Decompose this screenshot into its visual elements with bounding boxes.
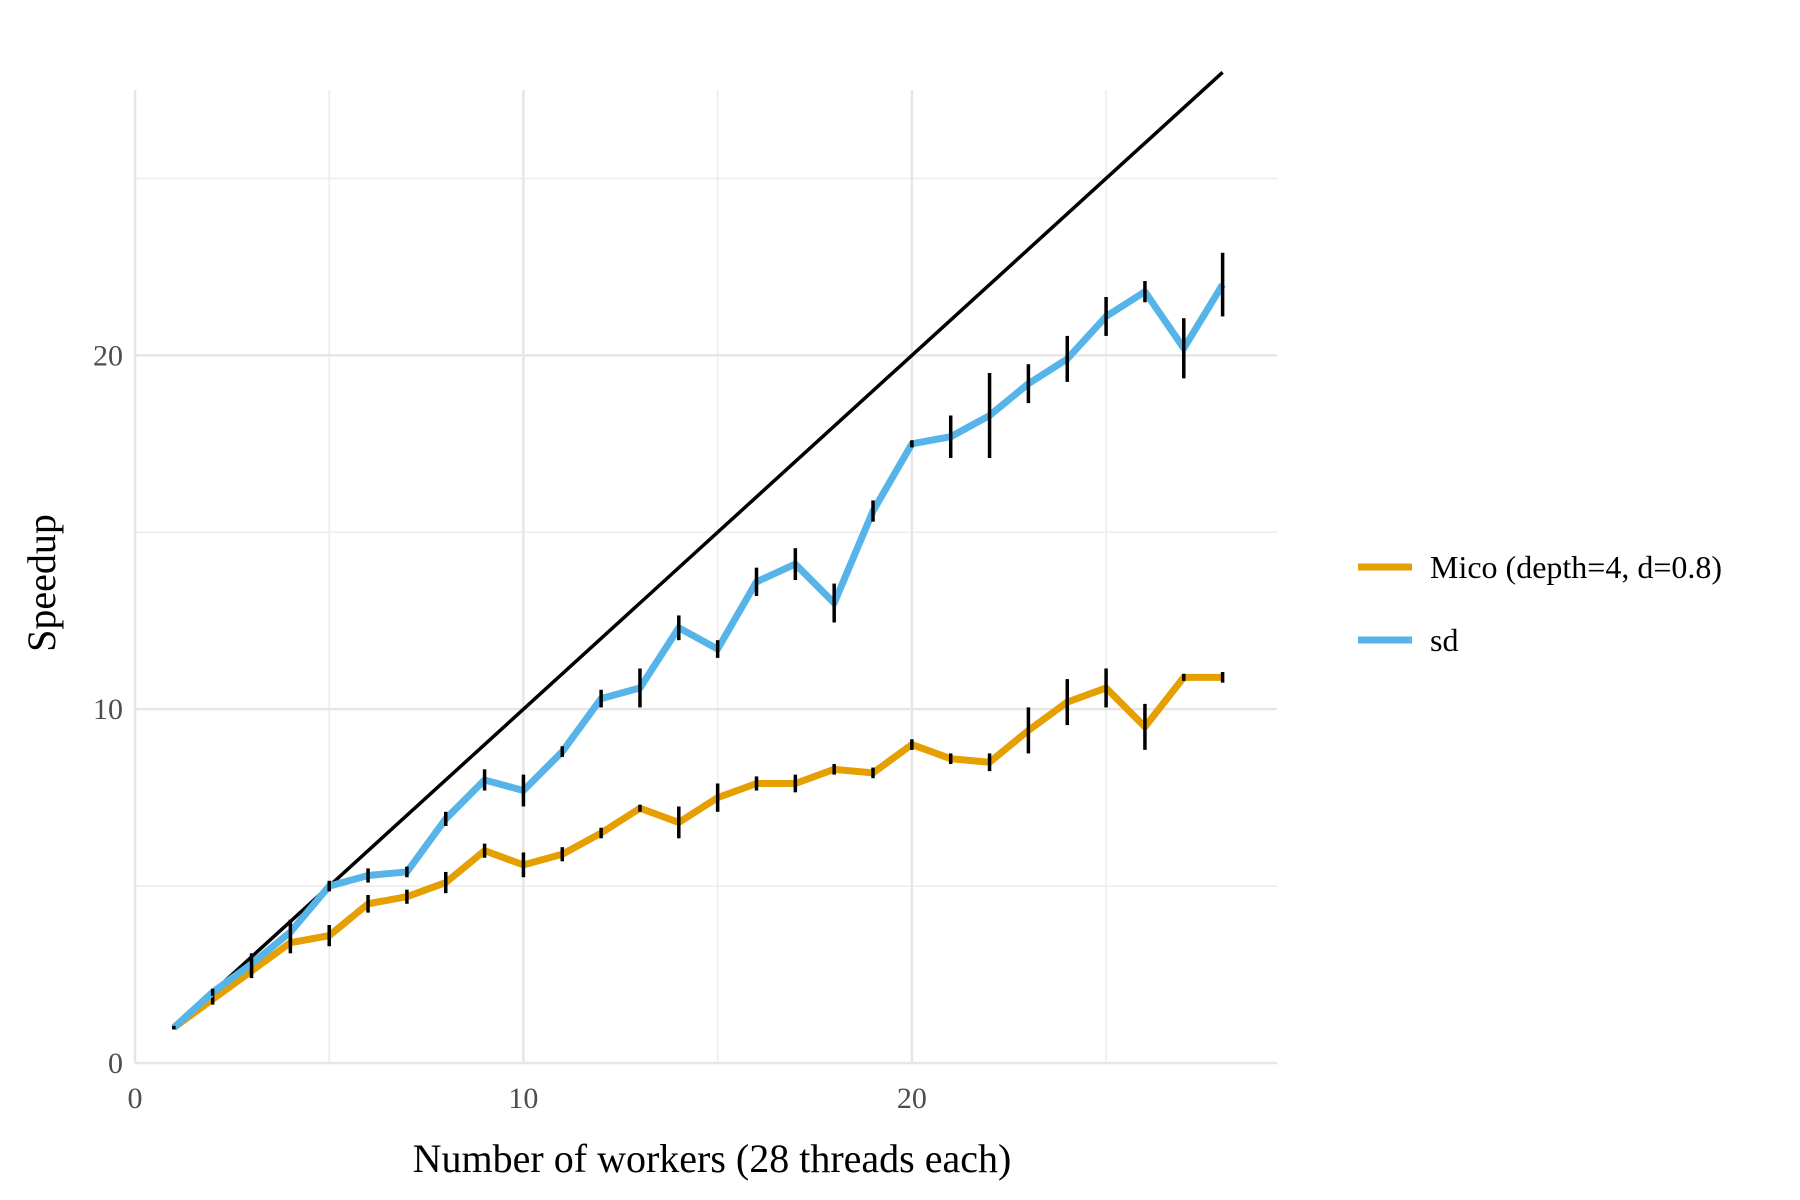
x-tick-label: 20	[897, 1082, 927, 1115]
y-tick-label: 20	[93, 339, 123, 372]
y-axis-title: Speedup	[19, 514, 64, 652]
x-tick-label: 0	[128, 1082, 143, 1115]
series-group	[171, 252, 1226, 1031]
legend-label-mico: Mico (depth=4, d=0.8)	[1430, 549, 1722, 585]
axis-ticks: 0 10 20 0 10 20	[93, 339, 927, 1115]
series-0-error-bars	[172, 668, 1225, 1030]
series-1-error-bars	[172, 252, 1225, 1030]
series-1	[171, 282, 1226, 1031]
x-axis-title: Number of workers (28 threads each)	[413, 1136, 1012, 1181]
y-tick-label: 0	[108, 1047, 123, 1080]
y-tick-label: 10	[93, 693, 123, 726]
legend: Mico (depth=4, d=0.8) sd	[1358, 549, 1722, 658]
x-tick-label: 10	[508, 1082, 538, 1115]
grid	[133, 90, 1277, 1065]
series-line	[171, 673, 1223, 1031]
ideal-speedup-reference	[172, 71, 1224, 1029]
series-line	[171, 282, 1226, 1031]
series-0	[171, 673, 1223, 1031]
legend-label-sd: sd	[1430, 622, 1458, 658]
ideal-speedup-line	[172, 71, 1224, 1029]
